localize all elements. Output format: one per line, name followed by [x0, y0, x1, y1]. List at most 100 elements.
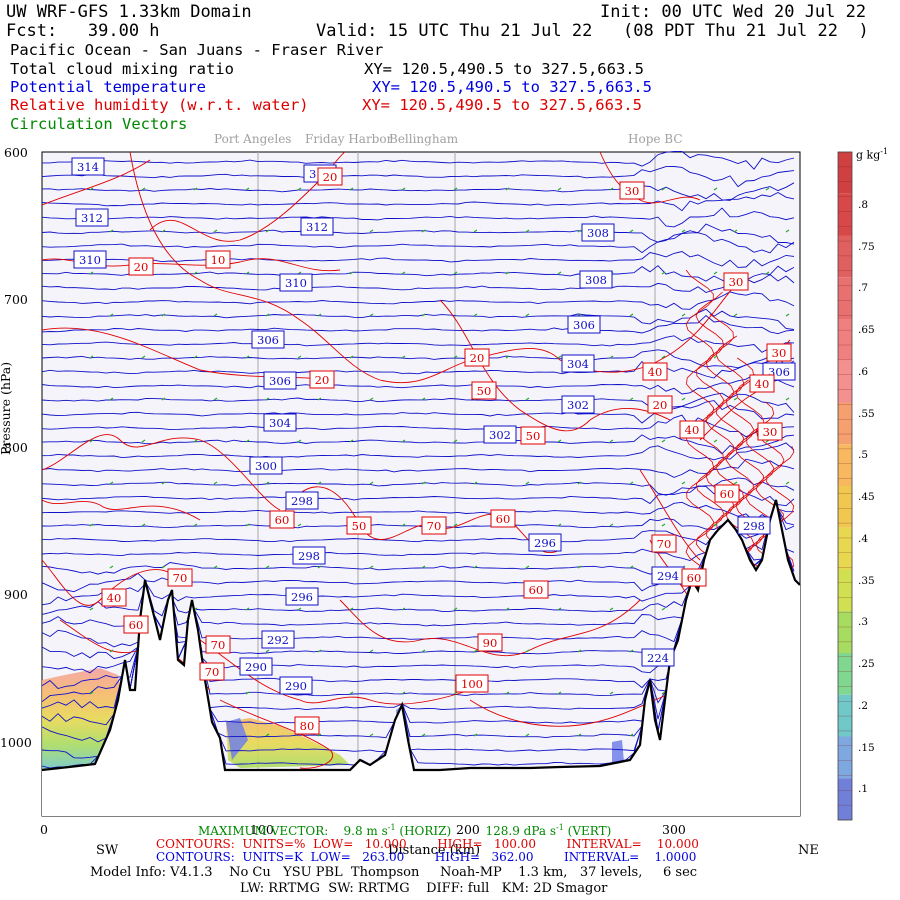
- place-hope-bc: Hope BC: [628, 132, 683, 146]
- vector-arrow: [557, 187, 562, 191]
- vector-arrow: [661, 523, 666, 527]
- theta-label-box: [292, 546, 326, 565]
- vector-arrow: [349, 691, 354, 695]
- vector-arrow: [505, 187, 510, 191]
- theta-label-box: [579, 270, 613, 289]
- vector-arrow: [505, 271, 510, 275]
- colorbar-label: .45: [858, 491, 875, 503]
- rh-label: 30: [729, 275, 744, 289]
- vector-arrow: [629, 733, 634, 737]
- theta-label: 304: [567, 357, 589, 371]
- vector-arrow: [785, 229, 790, 233]
- theta-label-box: [300, 217, 334, 236]
- theta-line: [41, 349, 795, 369]
- colorbar-segment: [838, 360, 852, 403]
- vector-arrow: [89, 187, 94, 191]
- vector-arrow: [369, 229, 374, 233]
- vector-arrow: [349, 439, 354, 443]
- theta-label-box: [279, 676, 313, 695]
- vector-arrow: [297, 187, 302, 191]
- vector-arrow: [473, 649, 478, 653]
- physics-info: LW: RRTMG SW: RRTMG DIFF: full KM: 2D Sm…: [240, 881, 608, 896]
- vector-arrow: [421, 313, 426, 317]
- colorbar-label: .3: [858, 616, 869, 629]
- theta-label-box: [251, 330, 285, 349]
- forecast-hour: Fcst: 39.00 h: [6, 21, 160, 41]
- rh-label-box: [749, 374, 775, 393]
- vector-arrow: [421, 397, 426, 401]
- xy-cloud: XY= 120.5,490.5 to 327.5,663.5: [364, 60, 644, 78]
- vector-arrow: [213, 565, 218, 569]
- vector-arrow: [245, 187, 250, 191]
- vector-arrow: [629, 481, 634, 485]
- colorbar-segment: [838, 653, 852, 695]
- vector-arrow: [401, 187, 406, 191]
- terrain: [41, 499, 801, 816]
- terrain-line: [41, 499, 801, 772]
- sw-label: SW: [96, 843, 119, 858]
- rh-label-box: [757, 422, 783, 441]
- theta-line: [41, 223, 795, 245]
- y-tick-900: 900: [4, 587, 28, 602]
- vector-arrow: [525, 649, 530, 653]
- vector-arrow: [297, 439, 302, 443]
- vector-arrow: [661, 607, 666, 611]
- colorbar-label: .55: [858, 407, 875, 420]
- vector-arrow: [89, 523, 94, 527]
- below-ground: [42, 500, 800, 816]
- rh-label: 80: [300, 719, 315, 733]
- theta-label: 298: [291, 494, 313, 508]
- vector-arrow: [421, 733, 426, 737]
- vector-arrow: [661, 439, 666, 443]
- vector-arrow: [733, 481, 738, 485]
- colorbar-label: .65: [858, 324, 875, 336]
- rh-label: 30: [763, 425, 778, 439]
- colorbar-segment: [838, 277, 852, 319]
- colorbar-label: .2: [858, 699, 869, 712]
- vector-arrow: [265, 565, 270, 569]
- vector-arrow: [733, 229, 738, 233]
- vector-arrow: [109, 649, 114, 653]
- rh-label-box: [309, 370, 335, 389]
- theta-label-box: [285, 587, 319, 606]
- theta-label-box: [285, 491, 319, 510]
- theta-label: 306: [269, 374, 291, 388]
- theta-line: [41, 508, 795, 546]
- vector-arrow: [557, 607, 562, 611]
- theta-label-box: [71, 157, 105, 176]
- vector-arrow: [245, 691, 250, 695]
- vector-arrow: [193, 187, 198, 191]
- vector-arrow: [401, 523, 406, 527]
- theta-label: 308: [585, 273, 607, 287]
- colorbar-label: .35: [858, 574, 875, 587]
- rh-label-box: [766, 343, 792, 362]
- theta-label: 298: [743, 519, 765, 533]
- place-port-angeles: Port Angeles: [214, 132, 292, 146]
- rh-label: 20: [470, 351, 485, 365]
- colorbar-segment: [838, 152, 852, 194]
- theta-line: [41, 458, 795, 478]
- vector-arrow: [401, 691, 406, 695]
- vector-arrow: [557, 523, 562, 527]
- rh-label-box: [205, 250, 231, 269]
- colorbar-segment: [838, 402, 852, 445]
- vector-arrow: [109, 481, 114, 485]
- rh-label-box: [471, 381, 497, 400]
- x-tick-100: 100: [250, 822, 274, 837]
- vector-arrow: [453, 607, 458, 611]
- rh-label: 30: [625, 184, 640, 198]
- vector-arrow: [349, 187, 354, 191]
- vector-arrow: [525, 481, 530, 485]
- ne-label: NE: [798, 843, 819, 858]
- vector-arrow: [713, 523, 718, 527]
- theta-label-box: [561, 354, 595, 373]
- rh-label: 40: [685, 423, 700, 437]
- vector-arrow: [629, 649, 634, 653]
- vector-arrow: [733, 313, 738, 317]
- vector-arrow: [89, 607, 94, 611]
- vector-arrow: [421, 649, 426, 653]
- theta-label: 308: [587, 226, 609, 240]
- vector-arrow: [109, 565, 114, 569]
- theta-label: 312: [306, 220, 328, 234]
- xy-theta: XY= 120.5,490.5 to 327.5,663.5: [372, 78, 652, 96]
